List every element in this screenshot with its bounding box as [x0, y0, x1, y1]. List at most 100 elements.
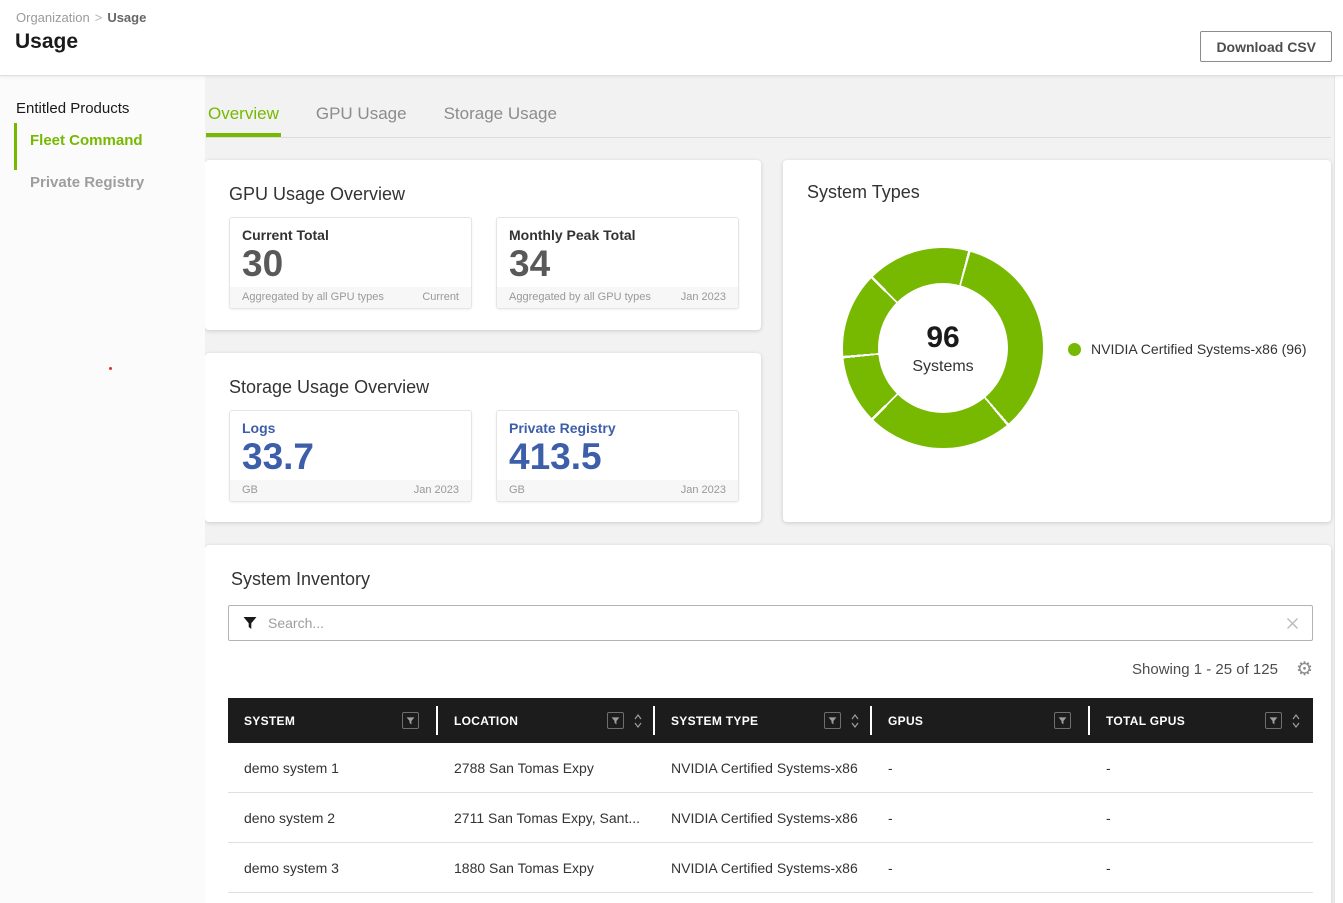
system-types-card: System Types 96 Systems NVIDIA Certified… [783, 160, 1331, 522]
pagination-summary-row: Showing 1 - 25 of 125 ⚙ [205, 658, 1313, 681]
tab-storage-usage[interactable]: Storage Usage [443, 104, 557, 123]
filter-funnel-icon [242, 615, 258, 631]
scrollbar-track[interactable] [1334, 76, 1343, 903]
system-inventory-card: System Inventory Showing 1 - 25 of 125 ⚙… [205, 545, 1331, 903]
gpu-stat-row: Current Total 30 Aggregated by all GPU t… [205, 205, 761, 309]
stat-footer-right: Jan 2023 [413, 483, 459, 496]
stat-label: Monthly Peak Total [509, 227, 636, 243]
search-bar [228, 605, 1313, 641]
stat-tile-logs: Logs 33.7 GB Jan 2023 [229, 410, 472, 502]
page-header: Organization > Usage Usage Download CSV [0, 0, 1343, 76]
page-title: Usage [15, 30, 79, 53]
storage-stat-row: Logs 33.7 GB Jan 2023 Private Registry 4… [205, 398, 761, 502]
tab-bar: Overview GPU Usage Storage Usage [205, 98, 1331, 138]
cell-system: deno system 2 [244, 809, 336, 826]
gpu-usage-overview-card: GPU Usage Overview Current Total 30 Aggr… [205, 160, 761, 330]
table-row[interactable]: demo system 3 1880 San Tomas Expy NVIDIA… [228, 843, 1313, 893]
table-row[interactable]: demo system 1 2788 San Tomas Expy NVIDIA… [228, 743, 1313, 793]
cell-gpus: - [888, 859, 893, 876]
breadcrumb-current: Usage [107, 10, 147, 25]
donut-center: 96 Systems [878, 283, 1008, 413]
column-header-gpus: GPUS [872, 698, 1090, 743]
tab-gpu-usage[interactable]: GPU Usage [315, 104, 407, 123]
system-inventory-table: SYSTEM LOCATION [228, 698, 1313, 903]
download-csv-button[interactable]: Download CSV [1200, 31, 1332, 62]
column-label: GPUS [888, 713, 924, 728]
column-sort-icon[interactable] [850, 713, 860, 729]
stat-body: Private Registry 413.5 [497, 411, 738, 480]
stat-footer-right: Current [422, 290, 459, 303]
donut-total-label: Systems [912, 357, 974, 375]
cell-system: demo system 3 [244, 859, 339, 876]
table-row[interactable]: deno system 2 2711 San Tomas Expy, Sant.… [228, 793, 1313, 843]
stat-footer: Aggregated by all GPU types Jan 2023 [497, 286, 738, 308]
cell-total-gpus: - [1106, 759, 1111, 776]
column-header-system: SYSTEM [228, 698, 438, 743]
stat-label: Logs [242, 420, 276, 436]
stat-footer-right: Jan 2023 [680, 483, 726, 496]
cell-gpus: - [888, 759, 893, 776]
storage-usage-overview-title: Storage Usage Overview [229, 377, 430, 397]
search-input[interactable] [268, 615, 1285, 631]
stat-tile-private-registry: Private Registry 413.5 GB Jan 2023 [496, 410, 739, 502]
column-sort-icon[interactable] [1291, 713, 1301, 729]
legend-color-dot [1068, 342, 1081, 356]
cell-system-type: NVIDIA Certified Systems-x86 [671, 859, 858, 876]
sidebar-item-fleet-command[interactable]: Fleet Command [14, 123, 205, 170]
stat-value: 30 [242, 243, 284, 284]
system-types-donut-chart: 96 Systems [843, 248, 1043, 448]
gpu-usage-overview-title: GPU Usage Overview [229, 184, 406, 204]
column-label: SYSTEM [244, 713, 296, 728]
legend-label: NVIDIA Certified Systems-x86 (96) [1091, 341, 1307, 357]
cell-system-type: NVIDIA Certified Systems-x86 [671, 809, 858, 826]
column-sort-icon[interactable] [633, 713, 643, 729]
cell-system-type: NVIDIA Certified Systems-x86 [671, 759, 858, 776]
system-inventory-title: System Inventory [231, 569, 371, 589]
column-filter-icon[interactable] [607, 712, 624, 729]
stat-value: 33.7 [242, 436, 315, 477]
gear-icon[interactable]: ⚙ [1295, 659, 1313, 680]
storage-usage-overview-card: Storage Usage Overview Logs 33.7 GB Jan … [205, 353, 761, 522]
stat-tile-current-total: Current Total 30 Aggregated by all GPU t… [229, 217, 472, 309]
red-dot-artifact [109, 367, 112, 370]
cell-location: 2711 San Tomas Expy, Sant... [454, 809, 640, 826]
stat-footer: GB Jan 2023 [230, 479, 471, 501]
stat-footer: Aggregated by all GPU types Current [230, 286, 471, 308]
breadcrumb-organization-link[interactable]: Organization [16, 10, 90, 25]
stat-value: 413.5 [509, 436, 602, 477]
cell-total-gpus: - [1106, 859, 1111, 876]
breadcrumb-separator: > [94, 10, 103, 25]
cell-location: 2788 San Tomas Expy [454, 759, 594, 776]
sidebar-section-title: Entitled Products [16, 100, 130, 117]
stat-footer-right: Jan 2023 [680, 290, 726, 303]
stat-value: 34 [509, 243, 551, 284]
breadcrumb: Organization > Usage [16, 10, 146, 25]
stat-label: Current Total [242, 227, 329, 243]
tab-overview[interactable]: Overview [206, 98, 281, 137]
clear-search-icon[interactable] [1285, 616, 1300, 631]
stat-tile-monthly-peak-total: Monthly Peak Total 34 Aggregated by all … [496, 217, 739, 309]
cell-location: 1880 San Tomas Expy [454, 859, 594, 876]
stat-footer-left: Aggregated by all GPU types [242, 290, 384, 303]
main-content: Overview GPU Usage Storage Usage GPU Usa… [205, 76, 1343, 903]
column-filter-icon[interactable] [1054, 712, 1071, 729]
sidebar: Entitled Products Fleet Command Private … [0, 76, 205, 903]
table-row-partial [228, 893, 1313, 903]
column-filter-icon[interactable] [824, 712, 841, 729]
stat-body: Monthly Peak Total 34 [497, 218, 738, 287]
stat-footer-left: Aggregated by all GPU types [509, 290, 651, 303]
column-filter-icon[interactable] [1265, 712, 1282, 729]
column-label: LOCATION [454, 713, 519, 728]
sidebar-item-private-registry[interactable]: Private Registry [30, 174, 145, 191]
column-header-system-type: SYSTEM TYPE [655, 698, 872, 743]
donut-total-value: 96 [926, 320, 960, 354]
stat-label: Private Registry [509, 420, 616, 436]
showing-count-text: Showing 1 - 25 of 125 [1132, 661, 1278, 678]
table-header-row: SYSTEM LOCATION [228, 698, 1313, 743]
stat-footer-left: GB [509, 483, 525, 496]
column-filter-icon[interactable] [402, 712, 419, 729]
column-header-location: LOCATION [438, 698, 655, 743]
cell-system: demo system 1 [244, 759, 339, 776]
cell-total-gpus: - [1106, 809, 1111, 826]
